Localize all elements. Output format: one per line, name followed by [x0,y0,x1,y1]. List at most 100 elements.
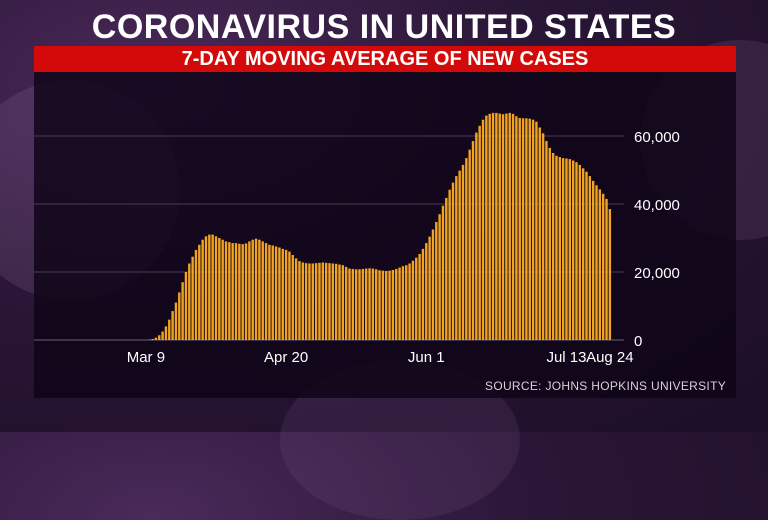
bar [305,263,307,340]
bar [231,243,233,340]
bar [559,157,561,340]
bar [599,189,601,340]
bar [248,241,250,340]
chart-title: CORONAVIRUS IN UNITED STATES [0,8,768,47]
bar [425,243,427,340]
bar [245,243,247,340]
bar [575,162,577,340]
bar [338,265,340,340]
bar [495,113,497,340]
chart-subtitle: 7-DAY MOVING AVERAGE OF NEW CASES [34,46,736,72]
bar [292,255,294,340]
bar [191,257,193,340]
bar [372,269,374,340]
bar [512,114,514,340]
bar [335,264,337,340]
bar [348,269,350,340]
bar [201,240,203,340]
bar [529,119,531,340]
bar [442,206,444,340]
bar [388,271,390,340]
bar [221,240,223,340]
bar [532,120,534,340]
bar [522,118,524,340]
subtitle-banner: 7-DAY MOVING AVERAGE OF NEW CASES [34,46,736,72]
bar [325,263,327,340]
bar [238,244,240,340]
bar [242,244,244,340]
bar [505,114,507,340]
y-tick-label: 0 [634,333,642,350]
bar [255,239,257,340]
bar [268,245,270,340]
x-tick-label: Jul 13 [546,349,586,366]
bar [398,268,400,340]
source-credit: SOURCE: JOHNS HOPKINS UNIVERSITY [485,379,726,393]
bar [185,272,187,340]
bar [602,194,604,340]
bar [499,114,501,340]
x-tick-label: Apr 20 [264,349,308,366]
bar [402,266,404,340]
bar [215,236,217,340]
bar [542,133,544,340]
bar [595,185,597,340]
bar [462,165,464,340]
bar [438,214,440,340]
bar [368,268,370,340]
bar [171,311,173,340]
bar [452,183,454,340]
bar [205,236,207,340]
bar [378,270,380,340]
bar [485,116,487,340]
bar [502,114,504,340]
bar [355,269,357,340]
bar [445,198,447,340]
x-tick-label: Mar 9 [127,349,165,366]
bar [168,320,170,340]
bar [345,267,347,340]
bar [382,271,384,340]
bar [589,176,591,340]
bar [519,118,521,340]
bar [225,241,227,340]
bar [165,326,167,340]
bar [465,158,467,340]
bar [211,235,213,340]
bar [565,158,567,340]
bar [308,264,310,341]
y-tick-label: 40,000 [634,197,680,214]
bar [572,160,574,340]
bar [405,265,407,340]
bar [475,133,477,340]
bar [552,153,554,340]
bar [328,263,330,340]
bar [175,303,177,340]
bar [188,264,190,341]
bar [198,245,200,340]
bar [352,269,354,340]
bar [235,243,237,340]
bar [482,120,484,340]
bar [492,113,494,340]
bar [509,113,511,340]
bar [535,122,537,340]
bar [569,159,571,340]
bar [288,252,290,340]
bars [148,113,611,340]
bar [375,269,377,340]
bar [275,247,277,341]
bar [208,235,210,340]
bar [585,172,587,340]
bar [605,199,607,340]
bar [218,238,220,340]
bar [418,254,420,340]
bar [472,141,474,340]
bar [362,269,364,340]
bar [562,158,564,340]
bar [549,148,551,340]
